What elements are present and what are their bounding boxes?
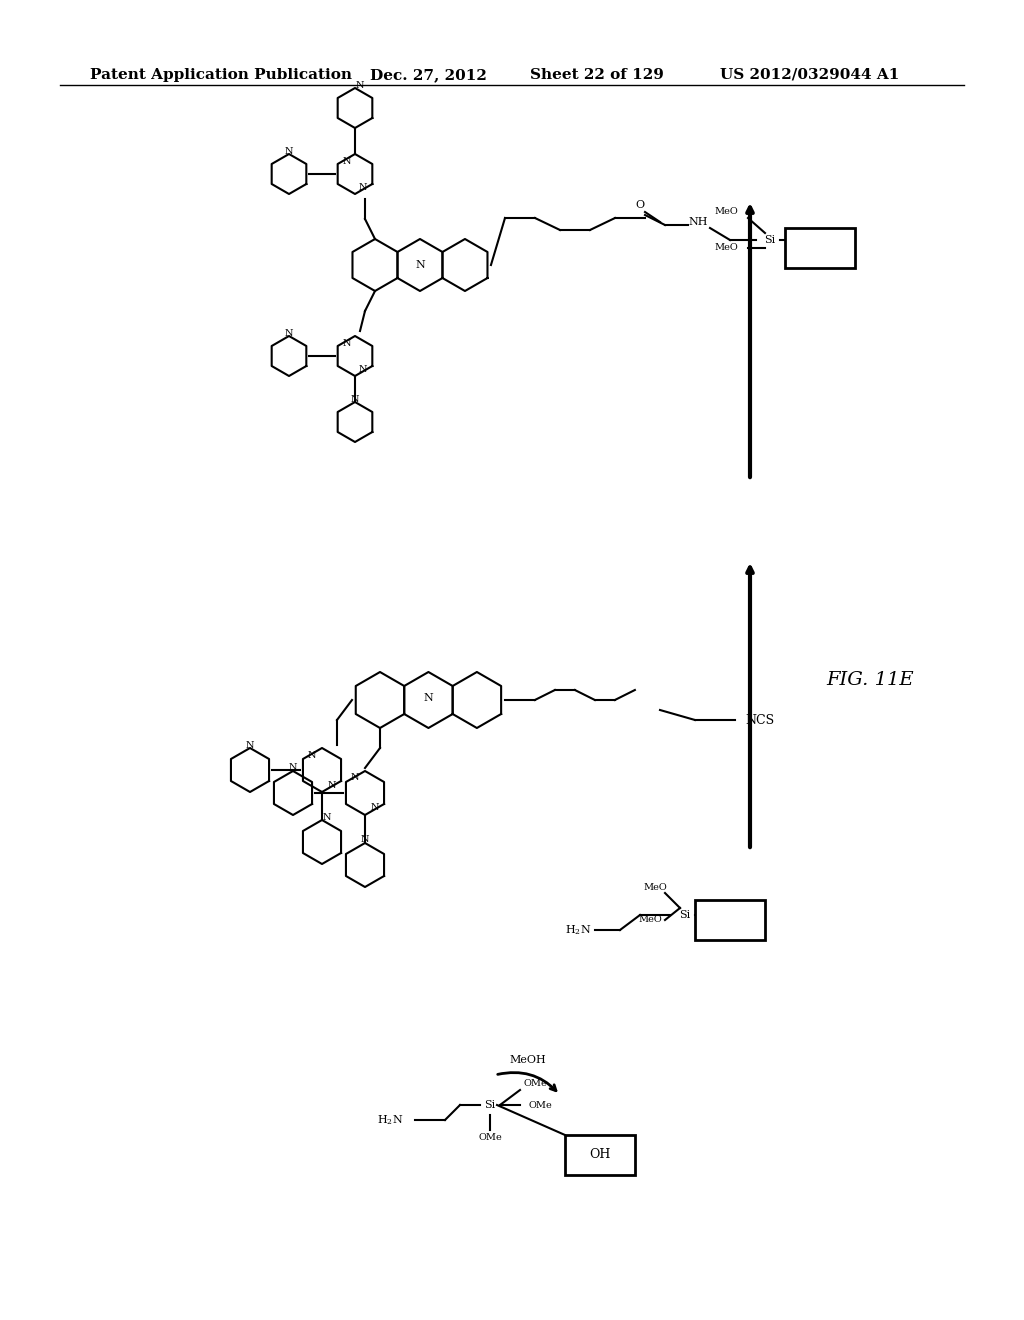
Text: N: N (360, 836, 370, 845)
Text: OH: OH (590, 1148, 610, 1162)
Text: Sheet 22 of 129: Sheet 22 of 129 (530, 69, 664, 82)
Text: OMe: OMe (528, 1101, 552, 1110)
Text: N: N (358, 364, 368, 374)
Text: OMe: OMe (478, 1134, 502, 1143)
Text: O: O (636, 201, 644, 210)
Text: US 2012/0329044 A1: US 2012/0329044 A1 (720, 69, 899, 82)
Text: N: N (355, 81, 365, 90)
Text: N: N (358, 182, 368, 191)
Text: Patent Application Publication: Patent Application Publication (90, 69, 352, 82)
Text: N: N (351, 774, 359, 783)
Text: Si: Si (764, 235, 775, 246)
Text: N: N (371, 804, 379, 813)
Text: N: N (289, 763, 297, 772)
Text: $\mathregular{H_2N}$: $\mathregular{H_2N}$ (377, 1113, 403, 1127)
Text: NCS: NCS (745, 714, 774, 726)
Text: N: N (246, 741, 254, 750)
Text: MeOH: MeOH (510, 1055, 547, 1065)
Text: MeO: MeO (715, 207, 738, 216)
Text: MeO: MeO (715, 243, 738, 252)
Text: N: N (343, 338, 351, 347)
Text: N: N (415, 260, 425, 271)
Bar (565, 1135, 635, 1175)
Text: NH: NH (688, 216, 708, 227)
Text: N: N (323, 813, 331, 821)
Text: N: N (328, 780, 336, 789)
Text: OMe: OMe (523, 1078, 547, 1088)
Text: N: N (424, 693, 433, 704)
Text: N: N (285, 329, 293, 338)
Text: N: N (308, 751, 316, 759)
Bar (785, 228, 855, 268)
Text: $\mathregular{H_2N}$: $\mathregular{H_2N}$ (565, 923, 591, 937)
Text: FIG. 11E: FIG. 11E (826, 671, 913, 689)
Text: MeO: MeO (638, 916, 662, 924)
Text: Dec. 27, 2012: Dec. 27, 2012 (370, 69, 486, 82)
Text: N: N (343, 157, 351, 165)
Text: Si: Si (484, 1100, 496, 1110)
Text: N: N (285, 147, 293, 156)
Text: N: N (351, 395, 359, 404)
Text: MeO: MeO (643, 883, 667, 891)
Bar (695, 900, 765, 940)
Text: Si: Si (679, 909, 690, 920)
